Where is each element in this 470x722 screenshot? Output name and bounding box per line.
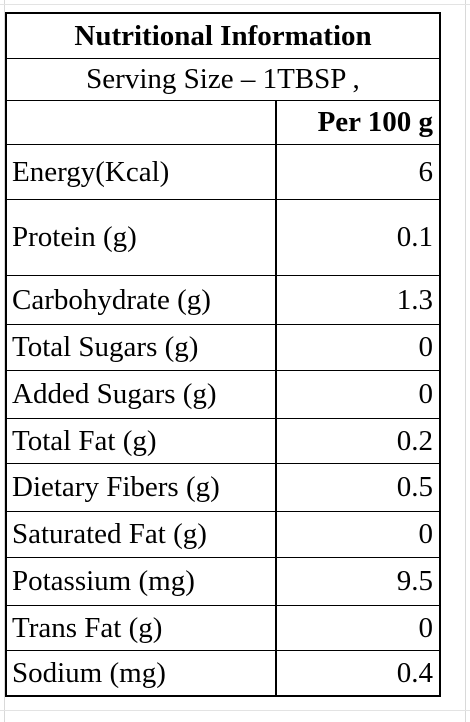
header-value-cell[interactable]: Per 100 g	[317, 106, 433, 138]
nutrient-value[interactable]: 0.1	[396, 221, 433, 253]
nutrient-value[interactable]: 0	[418, 611, 434, 644]
nutrient-value[interactable]: 0.2	[396, 424, 433, 457]
table-row: Saturated Fat (g) 0	[7, 512, 439, 558]
grid-row-line	[0, 710, 470, 711]
table-row: Added Sugars (g) 0	[7, 371, 439, 419]
nutrient-value[interactable]: 1.3	[396, 283, 433, 316]
nutrient-label[interactable]: Saturated Fat (g)	[7, 512, 277, 557]
nutrient-label[interactable]: Added Sugars (g)	[7, 371, 277, 418]
nutrient-value[interactable]: 0	[418, 378, 434, 410]
nutrient-value[interactable]: 0.4	[396, 656, 433, 689]
header-row: Per 100 g	[7, 101, 439, 145]
table-row: Protein (g) 0.1	[7, 200, 439, 276]
nutrient-label[interactable]: Total Fat (g)	[7, 419, 277, 463]
serving-size[interactable]: Serving Size – 1TBSP ,	[86, 63, 360, 95]
nutrient-label[interactable]: Trans Fat (g)	[7, 606, 277, 650]
nutrition-table: Nutritional Information Serving Size – 1…	[5, 12, 441, 697]
table-row: Carbohydrate (g) 1.3	[7, 276, 439, 325]
nutrient-value[interactable]: 0.5	[396, 471, 433, 503]
nutrient-value[interactable]: 6	[418, 155, 434, 188]
nutrient-value[interactable]: 0	[418, 331, 434, 363]
nutrient-value[interactable]: 9.5	[396, 565, 433, 597]
table-row: Total Sugars (g) 0	[7, 325, 439, 371]
nutrient-label[interactable]: Total Sugars (g)	[7, 325, 277, 370]
grid-row-line	[0, 4, 470, 5]
table-title[interactable]: Nutritional Information	[74, 19, 372, 52]
nutrient-label[interactable]: Potassium (mg)	[7, 558, 277, 605]
nutrient-label[interactable]: Energy(Kcal)	[7, 145, 277, 199]
table-row: Energy(Kcal) 6	[7, 145, 439, 200]
header-label-cell[interactable]	[7, 101, 277, 144]
grid-column-line	[4, 0, 5, 722]
table-row: Trans Fat (g) 0	[7, 606, 439, 651]
table-row: Dietary Fibers (g) 0.5	[7, 464, 439, 512]
grid-column-line	[465, 0, 466, 722]
title-row: Nutritional Information	[7, 14, 439, 59]
nutrient-value[interactable]: 0	[418, 518, 434, 550]
serving-row: Serving Size – 1TBSP ,	[7, 59, 439, 101]
table-row: Sodium (mg) 0.4	[7, 651, 439, 695]
table-row: Potassium (mg) 9.5	[7, 558, 439, 606]
nutrient-label[interactable]: Protein (g)	[7, 200, 277, 275]
nutrient-label[interactable]: Sodium (mg)	[7, 651, 277, 695]
table-row: Total Fat (g) 0.2	[7, 419, 439, 464]
nutrient-label[interactable]: Carbohydrate (g)	[7, 276, 277, 324]
nutrient-label[interactable]: Dietary Fibers (g)	[7, 464, 277, 511]
